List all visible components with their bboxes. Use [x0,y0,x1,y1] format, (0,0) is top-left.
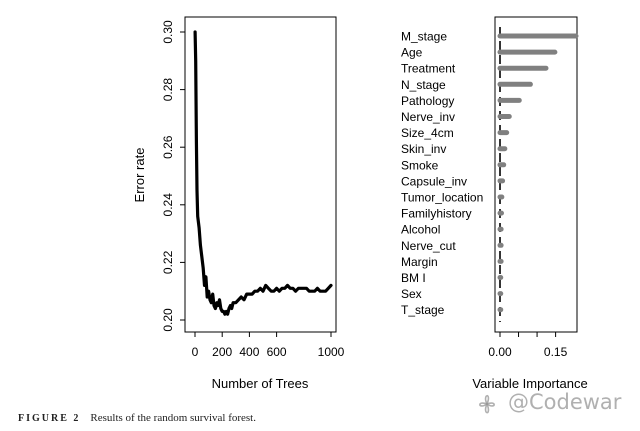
error-rate-y-tick-label: 0.26 [161,135,175,159]
importance-category-label: Tumor_location [401,191,483,205]
error-rate-y-axis-label: Error rate [132,148,147,203]
variable-importance-plot-frame [494,16,578,333]
variable-importance-bars [497,33,579,313]
error-rate-y-tick-label: 0.24 [161,193,175,217]
error-rate-x-tick-label: 0 [192,345,199,359]
error-rate-y-axis: 0.20 0.22 0.24 0.26 0.28 0.30 [161,20,186,332]
importance-category-label: Familyhistory [401,207,472,221]
variable-importance-x-axis: 0.00 0.15 [488,331,568,359]
error-rate-series-line [193,30,333,316]
watermark-text: @Codewar [508,390,622,414]
importance-category-label: Sex [401,287,422,301]
importance-category-label: Smoke [401,158,439,172]
error-rate-x-tick-label: 1000 [318,345,345,359]
importance-category-label: Margin [401,255,438,269]
error-rate-x-tick-label: 400 [239,345,259,359]
importance-category-label: N_stage [401,78,446,92]
error-rate-x-axis-label: Number of Trees [212,376,309,391]
importance-category-label: Pathology [401,94,454,108]
error-rate-y-tick-label: 0.30 [161,20,175,44]
importance-category-label: M_stage [401,30,447,44]
figure-caption-label: FIGURE 2 [18,413,81,424]
error-rate-x-tick-label: 200 [212,345,232,359]
importance-category-label: Age [401,46,423,60]
importance-category-label: Alcohol [401,223,440,237]
importance-x-tick-label: 0.00 [488,345,512,359]
variable-importance-x-axis-label: Variable Importance [472,376,587,391]
figure-caption: FIGURE 2 Results of the random survival f… [18,412,256,424]
importance-category-label: BM I [401,271,426,285]
variable-importance-chart: M_stage Age Treatment N_stage Pathology Nerve… [401,16,588,391]
importance-category-label: Treatment [401,62,456,76]
importance-category-label: Capsule_inv [401,174,467,188]
watermark: @Codewar [470,384,635,424]
error-rate-y-tick-label: 0.20 [161,308,175,332]
importance-category-label: T_stage [401,303,445,317]
error-rate-y-tick-label: 0.22 [161,250,175,274]
importance-category-label: Nerve_inv [401,110,455,124]
figure-caption-text: Results of the random survival forest. [90,412,256,424]
error-rate-y-tick-label: 0.28 [161,78,175,102]
importance-category-label: Skin_inv [401,142,446,156]
variable-importance-category-labels: M_stage Age Treatment N_stage Pathology Nerve… [401,30,483,318]
importance-category-label: Size_4cm [401,126,454,140]
error-rate-x-tick-label: 600 [267,345,287,359]
importance-x-tick-label: 0.15 [544,345,568,359]
watermark-logo-icon [479,394,495,414]
importance-category-label: Nerve_cut [401,239,456,253]
error-rate-x-axis: 0 200 600 1000 400 [192,331,345,359]
